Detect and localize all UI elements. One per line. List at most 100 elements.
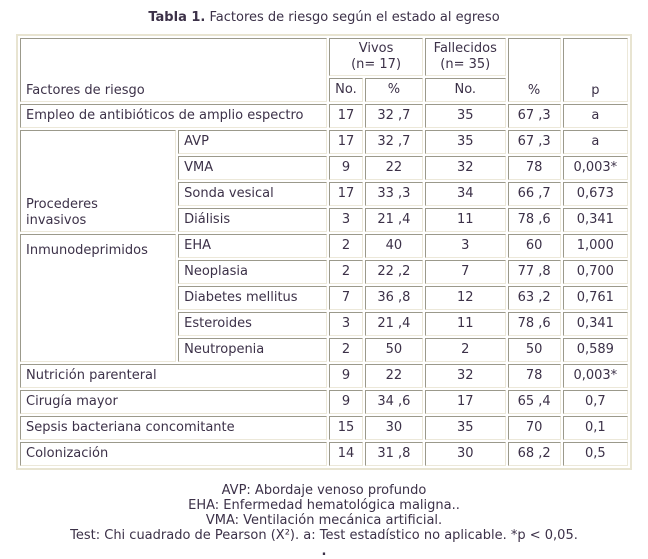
value-cell: 9 — [329, 364, 363, 388]
value-cell: 2 — [329, 260, 363, 284]
header-no-fallecidos: No. — [424, 78, 506, 102]
value-cell: 50 — [507, 338, 561, 362]
value-cell: 78 — [507, 364, 561, 388]
value-cell: 34 — [424, 182, 506, 206]
value-cell: 7 — [329, 286, 363, 310]
p-value-cell: 0,673 — [562, 182, 628, 206]
header-p-value: p — [562, 38, 628, 102]
header-row-1: Factores de riesgo Vivos (n= 17) Falleci… — [20, 38, 628, 102]
p-value-cell: 0,700 — [562, 260, 628, 284]
value-cell: 30 — [424, 442, 506, 466]
p-value-cell: 0,341 — [562, 312, 628, 336]
row-label-cell: Neutropenia — [178, 338, 328, 362]
table-row: Esteroides 3 21 ,4 11 78 ,6 0,341 — [20, 312, 628, 336]
value-cell: 67 ,3 — [507, 130, 561, 154]
footnote-trailing-dot: . — [321, 544, 327, 559]
value-cell: 21 ,4 — [364, 312, 423, 336]
value-cell: 11 — [424, 312, 506, 336]
value-cell: 40 — [364, 234, 423, 258]
table-row: VMA 9 22 32 78 0,003* — [20, 156, 628, 180]
value-cell: 30 — [364, 416, 423, 440]
value-cell: 78 — [507, 156, 561, 180]
header-row-2: No. % No. — [20, 78, 628, 102]
footnote-avp: AVP: Abordaje venoso profundo — [221, 483, 427, 498]
value-cell: 7 — [424, 260, 506, 284]
value-cell: 2 — [329, 234, 363, 258]
p-value-cell: 0,1 — [562, 416, 628, 440]
p-value-cell: a — [562, 130, 628, 154]
value-cell: 50 — [364, 338, 423, 362]
row-label-cell: Esteroides — [178, 312, 328, 336]
value-cell: 63 ,2 — [507, 286, 561, 310]
row-label-cell: Neoplasia — [178, 260, 328, 284]
row-label-cell: Diabetes mellitus — [178, 286, 328, 310]
value-cell: 3 — [329, 312, 363, 336]
table-row: Sepsis bacteriana concomitante 15 30 35 … — [20, 416, 628, 440]
table-row: Sonda vesical 17 33 ,3 34 66 ,7 0,673 — [20, 182, 628, 206]
p-value-cell: 0,003* — [562, 156, 628, 180]
value-cell: 22 — [364, 156, 423, 180]
table-row: Inmunodeprimidos EHA 2 40 3 60 1,000 — [20, 234, 628, 362]
value-cell: 15 — [329, 416, 363, 440]
value-cell: 33 ,3 — [364, 182, 423, 206]
value-cell: 17 — [424, 390, 506, 414]
header-no-vivos: No. — [329, 78, 363, 102]
row-label-cell: Cirugía mayor — [20, 390, 328, 414]
table-row: Nutrición parenteral 9 22 32 78 0,003* — [20, 364, 628, 388]
table-row: Diálisis 3 21 ,4 11 78 ,6 0,341 — [20, 208, 628, 232]
value-cell: 3 — [424, 234, 506, 258]
p-value-cell: 0,589 — [562, 338, 628, 362]
table-row: Empleo de antibióticos de amplio espectr… — [20, 104, 628, 128]
value-cell: 3 — [329, 208, 363, 232]
value-cell: 35 — [424, 104, 506, 128]
value-cell: 36 ,8 — [364, 286, 423, 310]
value-cell: 22 — [364, 364, 423, 388]
p-value-cell: 0,003* — [562, 364, 628, 388]
row-label-cell: EHA — [178, 234, 328, 258]
value-cell: 14 — [329, 442, 363, 466]
p-value-cell: 0,761 — [562, 286, 628, 310]
table-row: Procederes invasivos AVP 17 32 ,7 35 67 … — [20, 130, 628, 232]
value-cell: 67 ,3 — [507, 104, 561, 128]
value-cell: 68 ,2 — [507, 442, 561, 466]
value-cell: 32 ,7 — [364, 104, 423, 128]
value-cell: 60 — [507, 234, 561, 258]
header-pct-vivos: % — [364, 78, 423, 102]
value-cell: 78 ,6 — [507, 208, 561, 232]
value-cell: 65 ,4 — [507, 390, 561, 414]
footnotes: AVP: Abordaje venoso profundo EHA: Enfer… — [0, 483, 648, 559]
value-cell: 2 — [424, 338, 506, 362]
value-cell: 32 — [424, 156, 506, 180]
p-value-cell: 0,5 — [562, 442, 628, 466]
row-label-cell: Empleo de antibióticos de amplio espectr… — [20, 104, 328, 128]
row-label-cell: Colonización — [20, 442, 328, 466]
row-label-cell: Sepsis bacteriana concomitante — [20, 416, 328, 440]
row-label-cell: Nutrición parenteral — [20, 364, 328, 388]
risk-factors-table: Factores de riesgo Vivos (n= 17) Falleci… — [16, 34, 632, 470]
row-label-cell: Sonda vesical — [178, 182, 328, 206]
header-pct-fallecidos: % — [507, 38, 561, 102]
value-cell: 66 ,7 — [507, 182, 561, 206]
table-title-number: Tabla 1. — [148, 10, 206, 25]
p-value-cell: a — [562, 104, 628, 128]
value-cell: 35 — [424, 416, 506, 440]
table-row: Colonización 14 31 ,8 30 68 ,2 0,5 — [20, 442, 628, 466]
value-cell: 31 ,8 — [364, 442, 423, 466]
value-cell: 77 ,8 — [507, 260, 561, 284]
value-cell: 21 ,4 — [364, 208, 423, 232]
table-title: Tabla 1. Factores de riesgo según el est… — [0, 0, 648, 25]
value-cell: 78 ,6 — [507, 312, 561, 336]
value-cell: 17 — [329, 104, 363, 128]
header-factores-de-riesgo: Factores de riesgo — [20, 38, 328, 102]
p-value-cell: 0,7 — [562, 390, 628, 414]
value-cell: 32 — [424, 364, 506, 388]
value-cell: 22 ,2 — [364, 260, 423, 284]
header-fallecidos: Fallecidos (n= 35) — [424, 38, 506, 76]
value-cell: 32 ,7 — [364, 130, 423, 154]
header-vivos: Vivos (n= 17) — [329, 38, 423, 76]
value-cell: 34 ,6 — [364, 390, 423, 414]
value-cell: 35 — [424, 130, 506, 154]
group-label-procederes-invasivos: Procederes invasivos — [20, 130, 177, 232]
row-label-cell: VMA — [178, 156, 328, 180]
